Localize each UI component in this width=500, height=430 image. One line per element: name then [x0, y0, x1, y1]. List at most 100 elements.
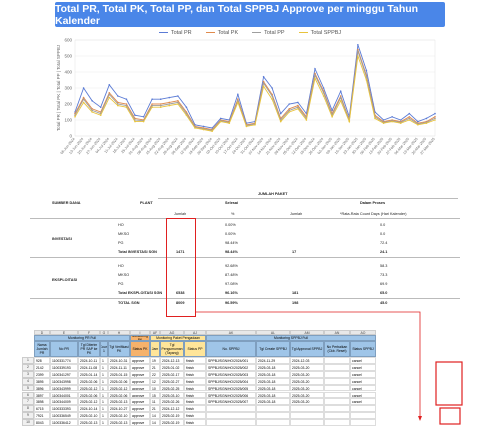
column-letter[interactable]: E [50, 330, 78, 335]
table-cell[interactable]: 2142 [34, 363, 50, 371]
table-cell[interactable]: 6715 [34, 405, 50, 413]
table-cell[interactable]: 2025-03-18 [256, 363, 290, 371]
table-cell[interactable]: cancel [350, 377, 376, 385]
table-cell[interactable]: 1 [100, 419, 108, 426]
column-letter[interactable]: G [100, 330, 108, 335]
column-letter[interactable]: F [78, 330, 100, 335]
table-cell[interactable]: 2024-12-12 [160, 405, 184, 413]
column-header[interactable]: Status PP [184, 341, 206, 357]
table-cell[interactable]: 2025-03-20 [290, 398, 324, 406]
table-cell[interactable]: approve [130, 419, 150, 426]
table-cell[interactable]: cancel [350, 370, 376, 378]
table-cell[interactable]: 2024-11-08 [78, 363, 100, 371]
row-number[interactable]: 1 [22, 357, 34, 364]
row-number[interactable]: 10 [22, 419, 34, 426]
table-cell[interactable]: 2025-02-10 [108, 412, 130, 420]
table-cell[interactable]: 3897 [34, 391, 50, 399]
row-number[interactable]: 6 [22, 391, 34, 399]
table-cell[interactable]: 15 [150, 391, 160, 399]
table-cell[interactable] [290, 419, 324, 426]
table-cell[interactable]: finish [184, 398, 206, 406]
row-number[interactable]: 3 [22, 370, 34, 378]
table-cell[interactable]: 21 [150, 405, 160, 413]
table-cell[interactable]: 2025-03-20 [290, 377, 324, 385]
table-cell[interactable]: 1 [100, 391, 108, 399]
column-letter[interactable]: AN [324, 330, 350, 335]
table-cell[interactable]: finish [184, 357, 206, 364]
table-cell[interactable]: 2025-03-18 [256, 391, 290, 399]
table-cell[interactable]: approve [130, 370, 150, 378]
table-cell[interactable]: 2025-02-10 [78, 412, 100, 420]
table-cell[interactable]: cancel [350, 357, 376, 364]
table-cell[interactable]: finish [184, 370, 206, 378]
table-cell[interactable]: 2025-01-15 [108, 370, 130, 378]
table-cell[interactable]: 2025-02-12 [78, 398, 100, 406]
table-cell[interactable]: 1 [100, 405, 108, 413]
table-cell[interactable]: 1 [100, 384, 108, 392]
table-cell[interactable]: 2025-02-19 [160, 419, 184, 426]
table-cell[interactable]: 2025-02-06 [78, 391, 100, 399]
row-number[interactable]: 7 [22, 398, 34, 406]
table-cell[interactable]: 1100341297 [50, 370, 78, 378]
table-cell[interactable]: 2024-10-31 [108, 357, 130, 364]
table-cell[interactable]: 22 [150, 370, 160, 378]
table-cell[interactable]: cancel [350, 398, 376, 406]
table-cell[interactable] [256, 412, 290, 420]
table-cell[interactable]: 1 [100, 370, 108, 378]
column-header[interactable]: No. SPPBJ [206, 341, 256, 357]
column-header[interactable]: Tgl Verifikasi PK [108, 341, 130, 357]
column-header[interactable]: Status SPPBJ [350, 341, 376, 357]
table-cell[interactable]: 2025-03-10 [160, 391, 184, 399]
column-header[interactable]: Status PK [130, 341, 150, 357]
table-cell[interactable]: approve [130, 398, 150, 406]
table-cell[interactable]: 2025-03-18 [256, 398, 290, 406]
table-cell[interactable]: approve [130, 391, 150, 399]
table-cell[interactable]: 2024-10-11 [78, 357, 100, 364]
table-cell[interactable] [290, 405, 324, 413]
column-header[interactable]: No PR [50, 341, 78, 357]
table-cell[interactable]: 7921 [34, 412, 50, 420]
table-cell[interactable] [324, 412, 350, 420]
table-cell[interactable]: 2025-01-02 [160, 363, 184, 371]
column-letter[interactable]: AM [290, 330, 324, 335]
column-header[interactable]: No Perbaikan (Ckb. Reset) [324, 341, 350, 357]
table-cell[interactable]: 1100333393 [50, 405, 78, 413]
table-cell[interactable]: finish [184, 384, 206, 392]
table-cell[interactable]: 19 [150, 357, 160, 364]
column-letter[interactable]: AO [350, 330, 376, 335]
row-number[interactable]: 5 [22, 384, 34, 392]
table-cell[interactable]: 3895 [34, 377, 50, 385]
table-cell[interactable]: 2025-03-20 [290, 384, 324, 392]
table-cell[interactable]: 1 [100, 357, 108, 364]
table-cell[interactable]: 1 [100, 412, 108, 420]
table-cell[interactable]: 1100339193 [50, 363, 78, 371]
table-cell[interactable]: 12 [150, 377, 160, 385]
table-cell[interactable]: approve [130, 363, 150, 371]
table-cell[interactable]: SPPBJ/SGN/HO/2025/007 [206, 398, 256, 406]
table-cell[interactable]: 2025-02-25 [160, 384, 184, 392]
table-cell[interactable]: 14 [150, 412, 160, 420]
table-cell[interactable]: SPPBJ/SGN/HO/2024/001 [206, 357, 256, 364]
column-letter[interactable]: I [130, 330, 150, 335]
table-cell[interactable]: 2025-03-20 [290, 391, 324, 399]
column-header[interactable]: Nama Jumlah PR [34, 341, 50, 357]
table-cell[interactable]: approve [130, 357, 150, 364]
table-cell[interactable]: approve [130, 377, 150, 385]
table-cell[interactable]: 2025-02-13 [108, 398, 130, 406]
table-cell[interactable]: 2025-02-13 [78, 419, 100, 426]
column-header[interactable]: Tgl Diterim PR SAP ke PK [78, 341, 100, 357]
table-cell[interactable]: 2024-10-27 [108, 405, 130, 413]
table-cell[interactable]: 1100331774 [50, 357, 78, 364]
table-cell[interactable]: 2399 [34, 370, 50, 378]
column-letter[interactable]: AL [256, 330, 290, 335]
row-number[interactable]: 2 [22, 363, 34, 371]
table-cell[interactable] [324, 398, 350, 406]
table-cell[interactable]: 2025-02-17 [160, 370, 184, 378]
table-cell[interactable] [324, 357, 350, 364]
table-cell[interactable]: 2025-03-18 [256, 377, 290, 385]
table-cell[interactable]: SPPBJ/SGN/HO/2025/006 [206, 391, 256, 399]
table-cell[interactable] [206, 419, 256, 426]
table-cell[interactable] [324, 419, 350, 426]
table-cell[interactable]: approve [130, 405, 150, 413]
table-cell[interactable]: SPPBJ/SGN/HO/2025/003 [206, 370, 256, 378]
